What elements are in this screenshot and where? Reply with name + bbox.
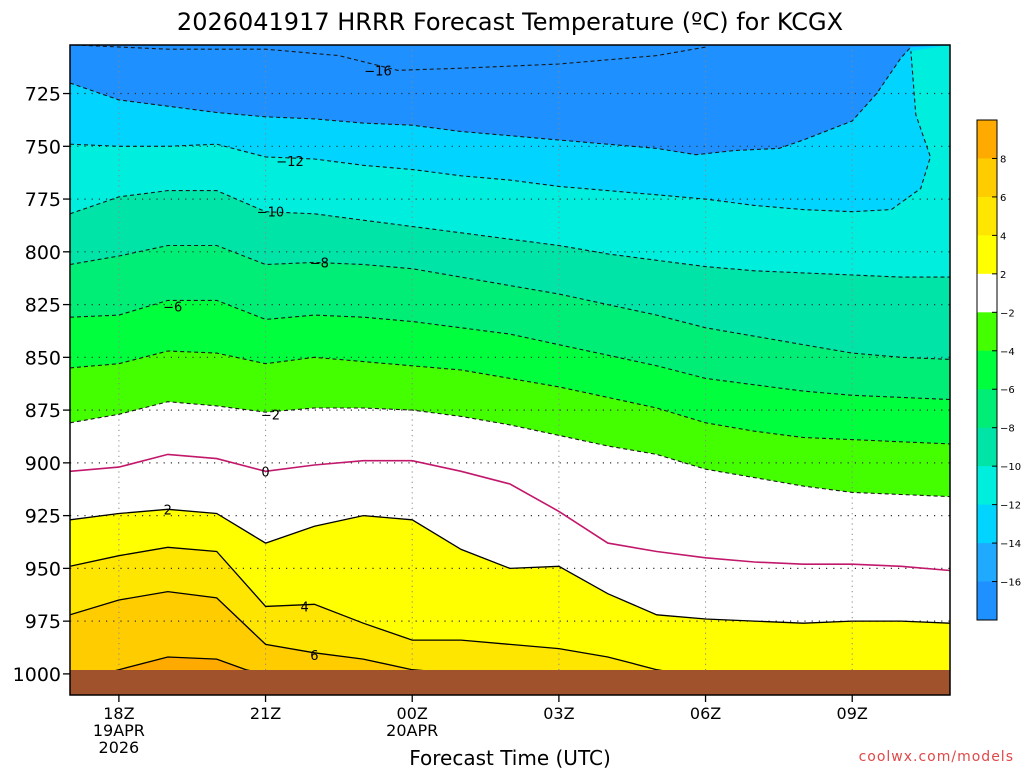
isotherm-label: −10	[257, 206, 284, 221]
y-tick-label: 800	[25, 242, 61, 264]
isotherm--10	[70, 190, 950, 278]
ground-mask	[70, 670, 950, 695]
y-tick-label: 900	[25, 453, 61, 475]
y-tick-label: 775	[25, 189, 61, 211]
isotherm--6	[70, 299, 950, 401]
colorbar-tick-label: −8	[1000, 424, 1015, 435]
colorbar-tick-label: 4	[1000, 231, 1006, 242]
isotherm-label: −6	[163, 301, 182, 316]
y-tick-label: 725	[25, 84, 61, 106]
colorbar-bin	[977, 504, 997, 544]
colorbar-tick-label: 8	[1000, 154, 1006, 165]
x-tick-label: 20APR	[386, 721, 438, 740]
isotherms	[70, 45, 950, 681]
colorbar: 8 6 4 2 −2 −4 −6 −8 −10 −12 −14 −16	[976, 119, 1021, 621]
colorbar-bin	[977, 235, 997, 275]
plot-frame	[69, 44, 951, 696]
colorbar-bin	[977, 158, 997, 198]
colorbar-tick-label: −4	[1000, 347, 1015, 358]
isotherm-label: −8	[310, 256, 329, 271]
y-tick-label: 975	[25, 611, 61, 633]
isotherm-label: 4	[301, 600, 309, 615]
isotherm-label: 6	[310, 649, 318, 664]
x-axis-label: Forecast Time (UTC)	[409, 746, 611, 768]
chart-title: 2026041917 HRRR Forecast Temperature (ºC…	[177, 8, 843, 36]
y-tick-label: 825	[25, 295, 61, 317]
x-tick-label: 2026	[99, 738, 140, 757]
colorbar-tick-label: −16	[1000, 578, 1021, 589]
x-tick-label: 00Z	[397, 704, 428, 723]
colorbar-tick-label: 6	[1000, 193, 1006, 204]
isotherm--16	[74, 45, 706, 71]
colorbar-tick-label: −6	[1000, 385, 1015, 396]
isotherm--4	[70, 350, 950, 445]
colorbar-tick-label: −14	[1000, 539, 1021, 550]
colorbar-frame	[976, 119, 998, 621]
y-axis: 725 750 775 800 825 850 875 900 925 950 975 1000	[13, 84, 70, 686]
y-tick-label: 950	[25, 558, 61, 580]
y-tick-label: 925	[25, 506, 61, 528]
x-tick-label: 19APR	[93, 721, 145, 740]
colorbar-bin	[977, 350, 997, 390]
colorbar-tick-label: −10	[1000, 462, 1021, 473]
y-tick-label: 1000	[13, 664, 61, 686]
colorbar-bin	[977, 120, 997, 159]
isotherm-0	[70, 453, 950, 572]
colorbar-bin	[977, 312, 997, 352]
y-tick-label: 850	[25, 347, 61, 369]
y-tick-label: 875	[25, 400, 61, 422]
colorbar-bin	[977, 543, 997, 582]
x-tick-label: 06Z	[690, 704, 721, 723]
colorbar-bin	[977, 466, 997, 506]
isotherm--8	[70, 244, 950, 360]
plot-area	[70, 45, 950, 695]
colorbar-tick-label: −2	[1000, 308, 1015, 319]
isotherm--14	[70, 46, 912, 156]
x-tick-label: 03Z	[543, 704, 574, 723]
isotherm-label: −2	[261, 408, 280, 423]
colorbar-bin	[977, 273, 997, 313]
isotherm-label: −12	[276, 155, 303, 170]
watermark: coolwx.com/models	[859, 749, 1014, 765]
x-tick-label: 18Z	[103, 704, 134, 723]
isotherm--2	[70, 401, 950, 498]
colorbar-bin	[977, 389, 997, 429]
isotherm-label: 0	[261, 465, 269, 480]
y-tick-label: 750	[25, 136, 61, 158]
colorbar-bin	[977, 427, 997, 467]
isotherm--12	[70, 51, 931, 213]
colorbar-tick-label: 2	[1000, 270, 1006, 281]
isotherm-label: −16	[364, 64, 391, 79]
x-tick-label: 21Z	[250, 704, 281, 723]
temperature-fills	[70, 45, 950, 695]
isotherm-2	[70, 508, 950, 624]
colorbar-bin	[977, 581, 997, 621]
colorbar-tick-label: −12	[1000, 501, 1021, 512]
isotherm-label: 2	[164, 503, 172, 518]
x-tick-label: 09Z	[837, 704, 868, 723]
isotherm-labels: −16 −12 −10 −8 −6 −2 0 2 4 6	[163, 64, 392, 664]
colorbar-bin	[977, 196, 997, 236]
